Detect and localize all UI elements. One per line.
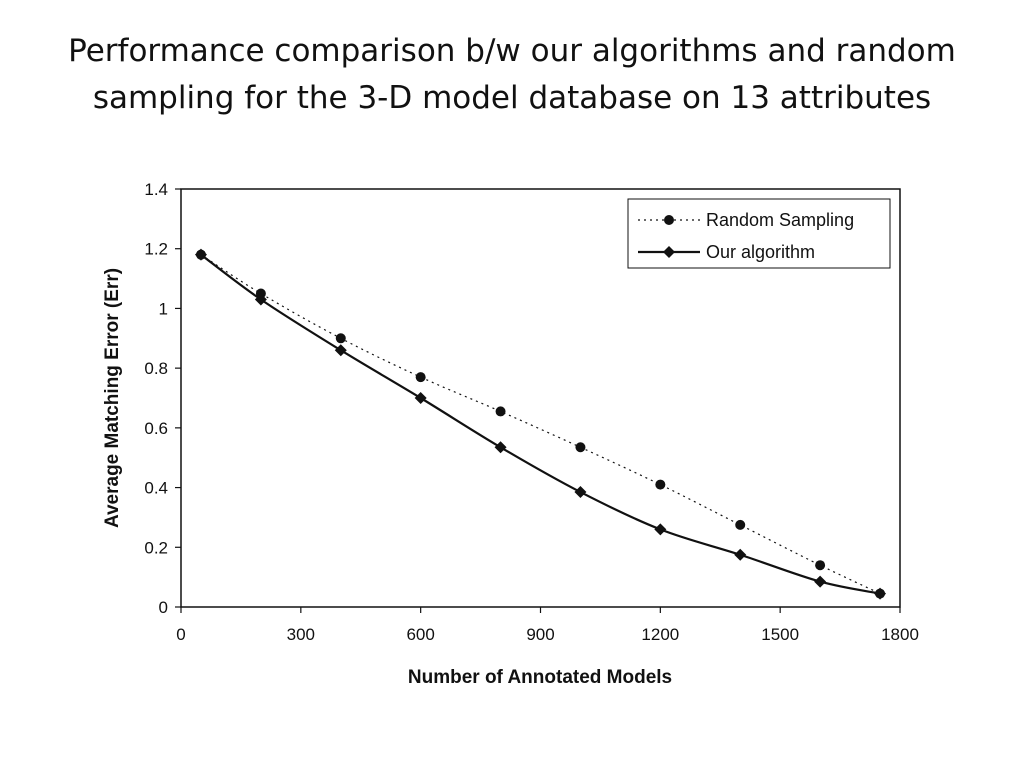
data-point-random-sampling — [495, 406, 506, 417]
legend-marker-our-algorithm — [663, 246, 675, 258]
legend: Random Sampling Our algorithm — [627, 198, 891, 269]
y-tick-label: 0 — [159, 598, 168, 617]
data-point-our-algorithm — [814, 575, 827, 588]
y-tick-label: 1.2 — [144, 240, 168, 259]
x-tick-label: 900 — [526, 625, 554, 644]
y-tick-label: 1.4 — [144, 180, 168, 199]
legend-box — [627, 198, 891, 269]
data-point-our-algorithm — [194, 248, 207, 261]
x-tick-label: 1800 — [881, 625, 919, 644]
x-axis: 0 300 600 900 1200 1500 1800 — [176, 607, 919, 644]
legend-item-random-sampling: Random Sampling — [638, 210, 854, 230]
data-point-our-algorithm — [874, 587, 887, 600]
x-tick-label: 0 — [176, 625, 185, 644]
data-point-our-algorithm — [734, 548, 747, 561]
data-point-our-algorithm — [254, 293, 267, 306]
data-point-our-algorithm — [494, 441, 507, 454]
data-point-our-algorithm — [334, 344, 347, 357]
x-tick-label: 600 — [406, 625, 434, 644]
legend-label: Our algorithm — [706, 242, 815, 262]
series-random-sampling — [195, 249, 886, 599]
data-point-our-algorithm — [654, 523, 667, 536]
y-tick-label: 1 — [159, 299, 168, 318]
data-point-random-sampling — [735, 519, 746, 530]
data-point-random-sampling — [575, 442, 586, 453]
y-tick-label: 0.8 — [144, 359, 168, 378]
data-point-our-algorithm — [574, 486, 587, 499]
data-point-our-algorithm — [414, 392, 427, 404]
data-point-random-sampling — [335, 333, 346, 344]
slide-title: Performance comparison b/w our algorithm… — [68, 33, 956, 116]
y-axis: 0 0.2 0.4 0.6 0.8 1 1.2 1.4 — [144, 180, 181, 617]
data-point-random-sampling — [815, 560, 826, 571]
x-tick-label: 1200 — [641, 625, 679, 644]
legend-item-our-algorithm: Our algorithm — [638, 242, 815, 262]
series-our-algorithm — [194, 248, 887, 600]
series-line-random-sampling — [200, 254, 881, 595]
legend-label: Random Sampling — [706, 210, 854, 230]
y-tick-label: 0.6 — [144, 419, 168, 438]
x-axis-title: Number of Annotated Models — [408, 667, 672, 688]
data-point-random-sampling — [655, 479, 666, 490]
x-tick-label: 1500 — [761, 625, 799, 644]
legend-marker-random-sampling — [664, 215, 674, 225]
data-point-random-sampling — [415, 372, 426, 383]
y-tick-label: 0.4 — [144, 479, 168, 498]
y-axis-title: Average Matching Error (Err) — [102, 268, 123, 528]
series-layer — [194, 248, 887, 600]
x-tick-label: 300 — [287, 625, 315, 644]
y-tick-label: 0.2 — [144, 538, 168, 557]
series-line-our-algorithm — [200, 253, 881, 595]
